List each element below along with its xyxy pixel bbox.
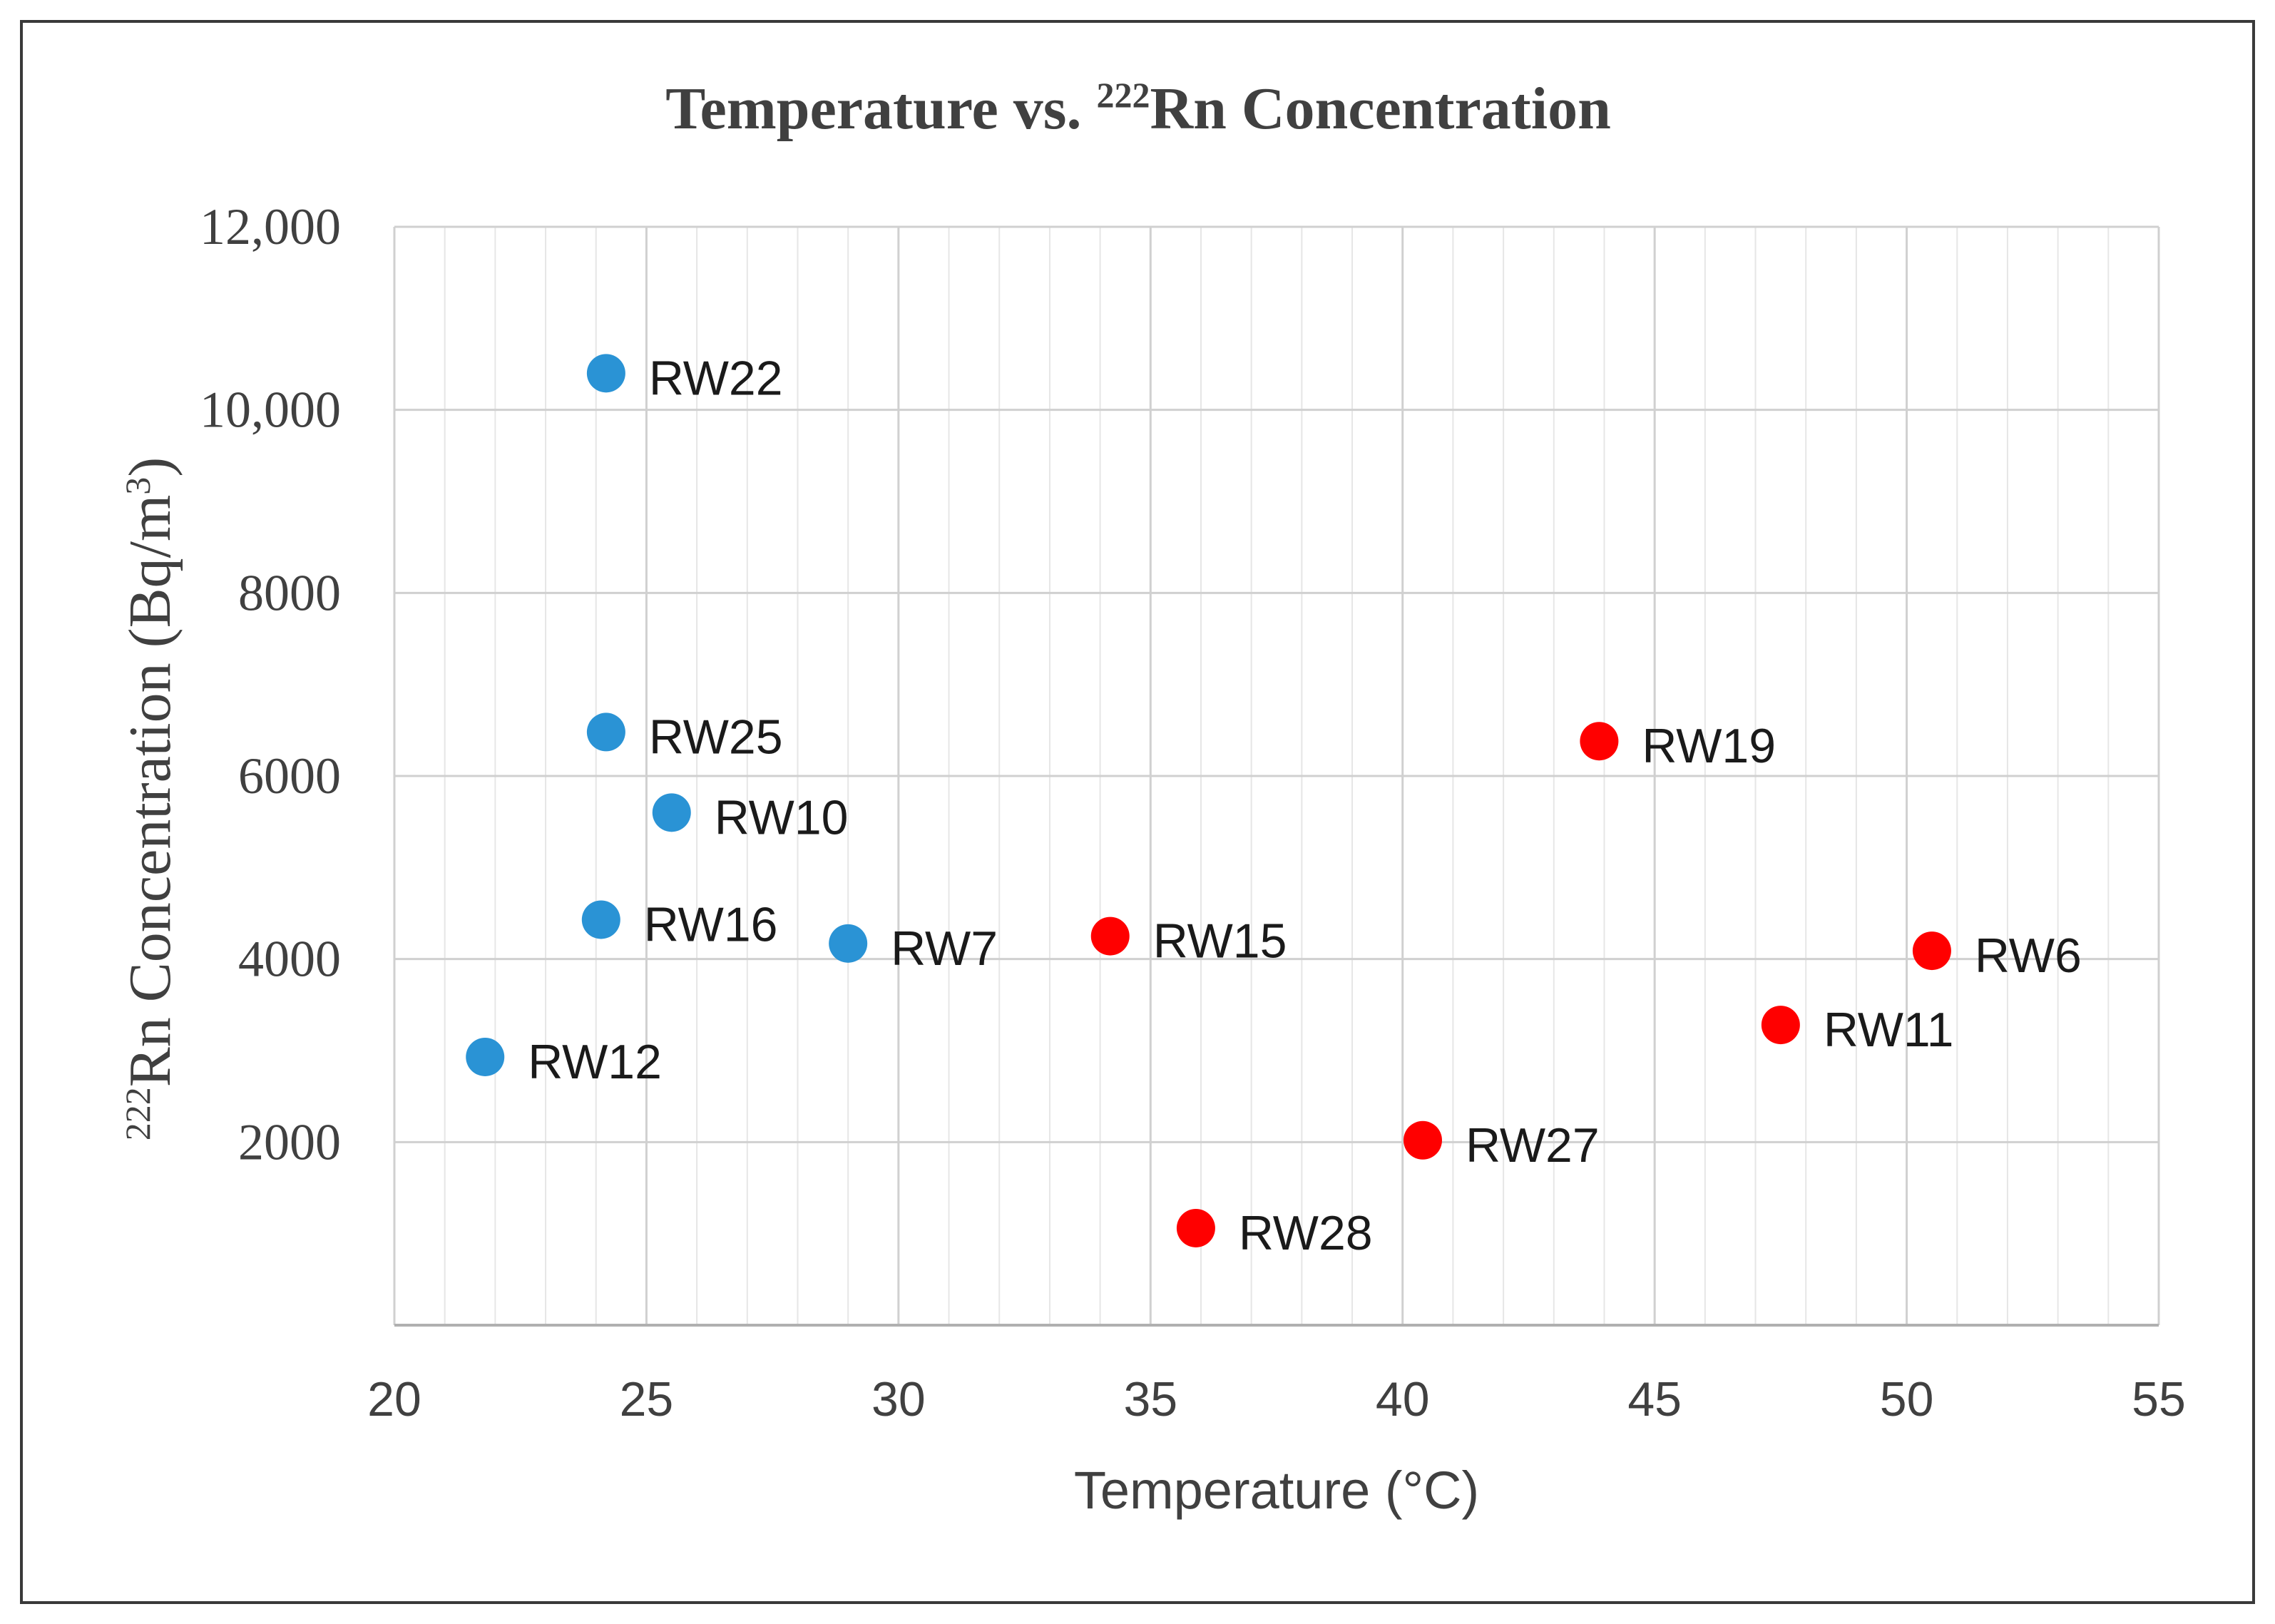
y-tick-label: 10,000 xyxy=(200,382,341,439)
data-point-rw25 xyxy=(586,713,625,752)
y-tick-label: 4000 xyxy=(238,931,341,988)
y-tick-label: 8000 xyxy=(238,564,341,621)
chart-title: Temperature vs. 222Rn Concentration xyxy=(665,75,1611,142)
x-tick-label: 25 xyxy=(620,1372,674,1426)
data-label-rw11: RW11 xyxy=(1824,1003,1954,1057)
x-tick-label: 20 xyxy=(367,1372,421,1426)
data-label-rw28: RW28 xyxy=(1239,1206,1373,1260)
data-point-rw15 xyxy=(1090,916,1130,956)
y-tick-label: 2000 xyxy=(238,1113,341,1170)
data-point-rw22 xyxy=(586,354,625,393)
chart-frame xyxy=(20,20,2255,1604)
data-label-rw16: RW16 xyxy=(644,897,778,951)
y-axis-label: 222Rn Concentration (Bq/m3) xyxy=(117,457,183,1141)
data-labels: RW22 RW25 RW10 RW16 RW7 RW12 RW19 RW15 RW6 RW11 RW… xyxy=(528,351,2082,1260)
y-tick-labels: 2000 4000 6000 8000 10,000 12,000 xyxy=(200,198,341,1170)
data-label-rw22: RW22 xyxy=(649,351,783,405)
y-tick-label: 12,000 xyxy=(200,198,341,255)
data-point-rw27 xyxy=(1403,1120,1442,1160)
x-tick-label: 40 xyxy=(1376,1372,1430,1426)
x-tick-labels: 20 25 30 35 40 45 50 55 xyxy=(367,1372,2186,1426)
x-tick-label: 45 xyxy=(1627,1372,1682,1426)
data-label-rw12: RW12 xyxy=(528,1035,662,1089)
x-tick-label: 35 xyxy=(1123,1372,1177,1426)
data-label-rw19: RW19 xyxy=(1642,719,1776,773)
data-point-rw6 xyxy=(1912,931,1951,971)
data-point-rw11 xyxy=(1761,1006,1800,1045)
x-axis-label: Temperature (°C) xyxy=(1074,1461,1479,1520)
data-points xyxy=(466,354,1951,1247)
x-tick-label: 50 xyxy=(1880,1372,1934,1426)
y-tick-label: 6000 xyxy=(238,747,341,805)
data-label-rw6: RW6 xyxy=(1975,929,2082,983)
data-label-rw10: RW10 xyxy=(715,790,849,844)
x-tick-label: 30 xyxy=(871,1372,926,1426)
data-point-rw28 xyxy=(1176,1208,1215,1247)
x-tick-label: 55 xyxy=(2132,1372,2186,1426)
data-point-rw19 xyxy=(1580,722,1619,761)
data-label-rw7: RW7 xyxy=(891,921,998,976)
data-label-rw15: RW15 xyxy=(1153,914,1287,969)
data-label-rw27: RW27 xyxy=(1466,1118,1600,1173)
data-label-rw25: RW25 xyxy=(649,710,783,764)
grid xyxy=(393,225,2160,1325)
data-point-rw7 xyxy=(829,924,868,963)
data-point-rw10 xyxy=(652,793,691,832)
data-point-rw16 xyxy=(581,900,620,939)
data-point-rw12 xyxy=(466,1037,505,1076)
